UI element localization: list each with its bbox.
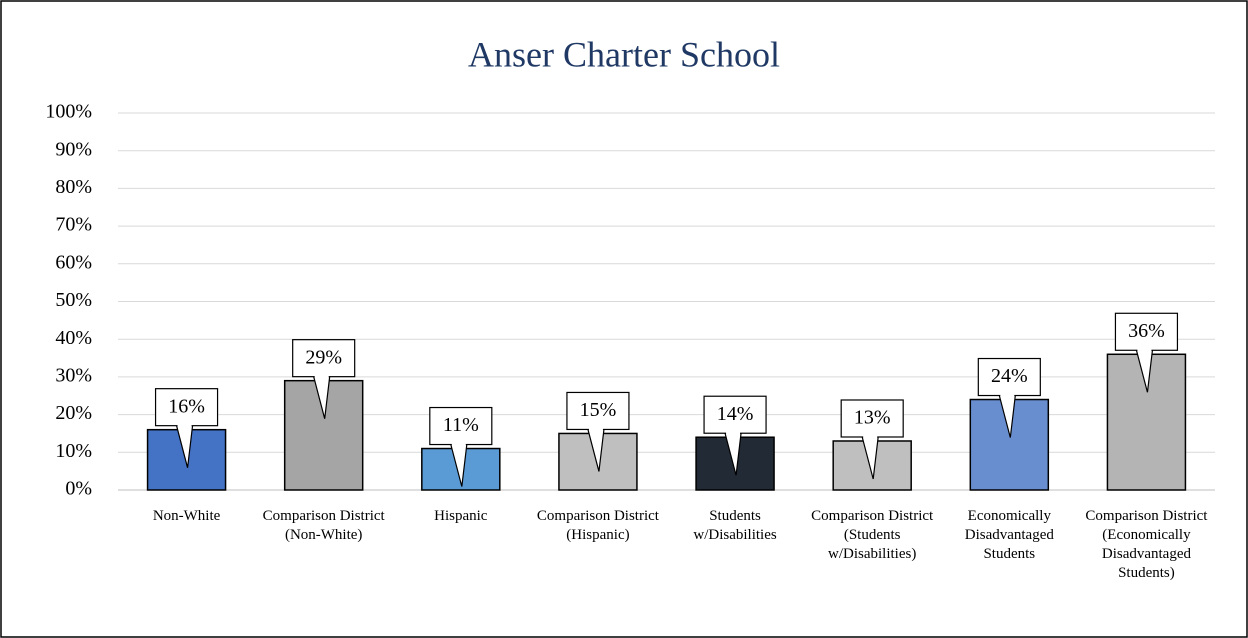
x-tick-label: Economically Disadvantaged Students [964, 508, 1054, 562]
y-tick-label: 100% [45, 101, 92, 123]
data-label: 16% [168, 395, 205, 417]
data-label: 29% [305, 346, 342, 368]
y-tick-label: 20% [55, 402, 92, 424]
y-tick-label: 10% [55, 440, 92, 462]
y-tick-label: 50% [55, 289, 92, 311]
x-tick-label: Comparison District (Economically Disadv… [1085, 508, 1208, 581]
x-tick-label: Hispanic [434, 508, 488, 524]
y-tick-label: 90% [55, 138, 92, 160]
data-label: 15% [580, 399, 617, 421]
y-tick-label: 40% [55, 327, 92, 349]
x-tick-label: Students w/Disabilities [693, 508, 777, 543]
y-tick-label: 30% [55, 364, 92, 386]
data-label: 13% [854, 407, 891, 429]
data-label: 11% [443, 414, 479, 436]
x-tick-label: Comparison District (Hispanic) [536, 508, 659, 543]
callout-box [292, 339, 356, 378]
callout-box [154, 388, 219, 427]
data-label: 24% [991, 365, 1028, 387]
data-label: 14% [717, 403, 754, 425]
y-tick-label: 60% [55, 251, 92, 273]
x-tick-label: Comparison District (Non-White) [262, 508, 385, 543]
chart-title: Anser Charter School [468, 34, 780, 74]
callout-box [566, 391, 630, 431]
x-tick-label: Non-White [152, 508, 221, 524]
callout-box [429, 406, 493, 446]
y-tick-label: 0% [65, 478, 92, 500]
x-tick-label: Comparison District (Students w/Disabili… [811, 508, 934, 562]
callout-box [1114, 312, 1179, 351]
y-tick-label: 80% [55, 176, 92, 198]
callout-box [840, 399, 904, 438]
data-label: 36% [1128, 320, 1165, 342]
y-tick-label: 70% [55, 214, 92, 236]
callout-box [977, 357, 1041, 397]
